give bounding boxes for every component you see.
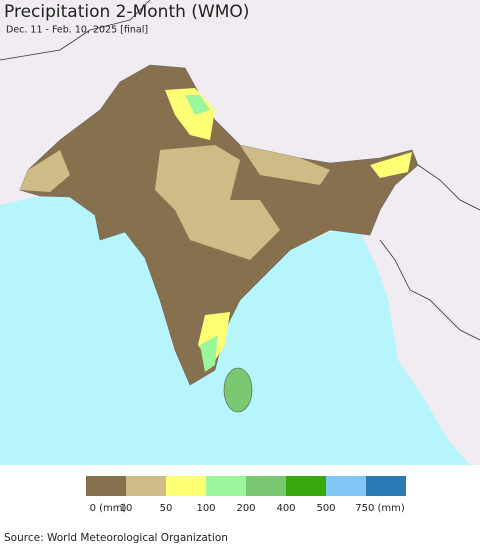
tan-region [155,145,280,260]
wet-region [370,152,412,178]
source: Source: World Meteorological Organizatio… [4,532,228,544]
legend-label: 500 [316,503,335,514]
legend-swatch [206,476,246,496]
legend-swatch [366,476,406,496]
border [379,239,480,341]
border [0,0,151,61]
legend-swatch [126,476,166,496]
subtitle: Dec. 11 - Feb. 10, 2025 [final] [6,25,148,36]
sri-lanka [223,367,253,413]
legend-label: 10 [120,503,133,514]
legend-swatch [166,476,206,496]
tan-region [20,150,70,192]
legend: 0 (mm)10 50 100 200 400 500 750 (mm) [86,476,406,514]
legend-swatch [86,476,126,496]
legend-label: 0 (mm) [90,503,127,514]
tan-region [240,145,330,185]
border [417,164,480,211]
legend-swatch [286,476,326,496]
legend-label: 50 [160,503,173,514]
legend-swatch [246,476,286,496]
title: Precipitation 2-Month (WMO) [4,2,249,22]
ocean [0,196,470,465]
legend-label: 200 [236,503,255,514]
legend-label: 750 (mm) [355,503,405,514]
legend-label: 100 [196,503,215,514]
wet-region [185,95,210,115]
legend-swatch [326,476,366,496]
legend-label: 400 [276,503,295,514]
wet-region [200,335,218,372]
